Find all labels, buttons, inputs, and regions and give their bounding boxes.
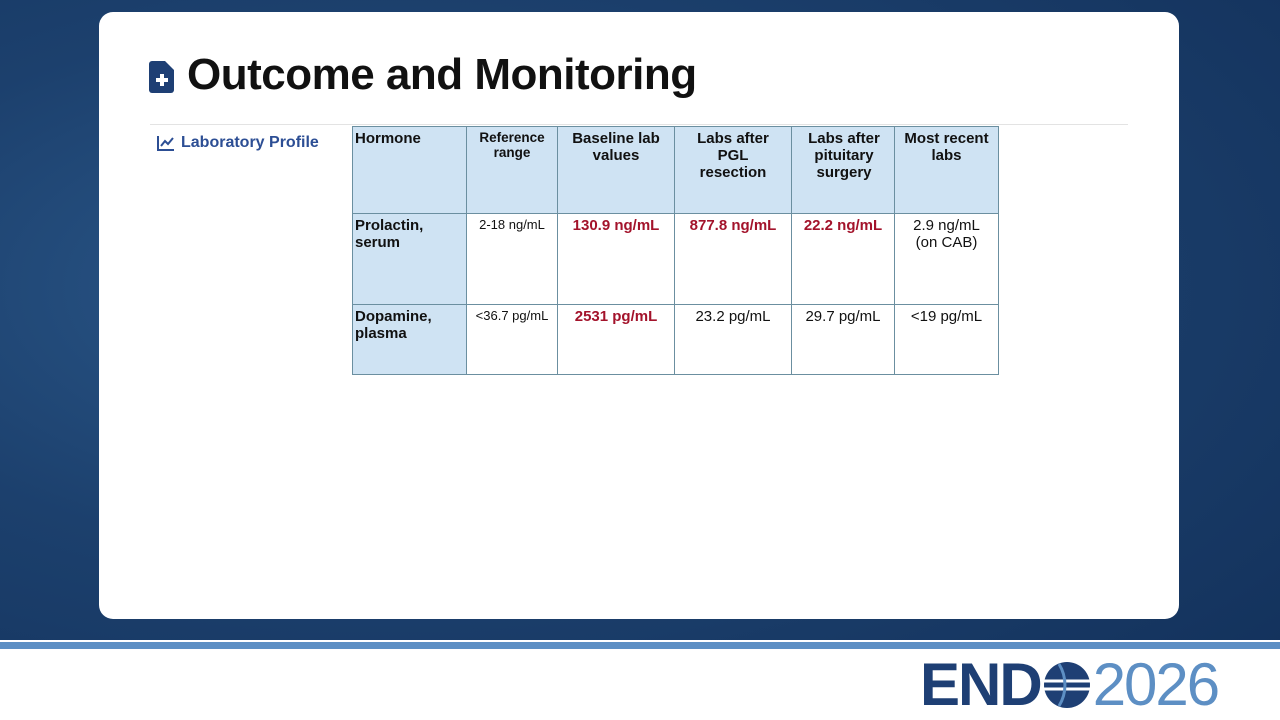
table-row: Prolactin, serum 2-18 ng/mL 130.9 ng/mL …: [352, 213, 999, 305]
cell: 877.8 ng/mL: [674, 213, 792, 305]
lab-table: Hormone Reference range Baseline lab val…: [352, 126, 999, 375]
header-cell: Labs after PGL resection: [674, 126, 792, 214]
cell: <19 pg/mL: [894, 304, 999, 375]
logo-year: 2026: [1092, 651, 1220, 718]
header-cell: Reference range: [466, 126, 558, 214]
divider: [150, 124, 1128, 125]
footer: END 2026: [0, 640, 1280, 720]
cell: 22.2 ng/mL: [791, 213, 895, 305]
footer-stripe: [0, 642, 1280, 649]
section-label-text: Laboratory Profile: [181, 134, 319, 151]
section-label: Laboratory Profile: [157, 134, 319, 152]
slide-title: Outcome and Monitoring: [187, 50, 697, 99]
logo-globe: [1042, 662, 1091, 708]
cell: 2531 pg/mL: [557, 304, 675, 375]
header-cell: Most recent labs: [894, 126, 999, 214]
header-cell: Baseline lab values: [557, 126, 675, 214]
document-icon: [149, 61, 174, 93]
cell: Prolactin, serum: [352, 213, 467, 305]
header-row: Hormone Reference range Baseline lab val…: [352, 126, 999, 214]
cell: 29.7 pg/mL: [791, 304, 895, 375]
header-cell: Labs after pituitary surgery: [791, 126, 895, 214]
cell: Dopamine, plasma: [352, 304, 467, 375]
logo: END 2026: [920, 650, 1220, 720]
cell: 2.9 ng/mL (on CAB): [894, 213, 999, 305]
cell: 23.2 pg/mL: [674, 304, 792, 375]
chart-icon: [157, 136, 174, 151]
logo-text: END: [920, 651, 1043, 718]
slide-card: Outcome and Monitoring Laboratory Profil…: [99, 12, 1179, 619]
header-cell: Hormone: [352, 126, 467, 214]
cell: <36.7 pg/mL: [466, 304, 558, 375]
cell: 130.9 ng/mL: [557, 213, 675, 305]
cell: 2-18 ng/mL: [466, 213, 558, 305]
table-row: Dopamine, plasma <36.7 pg/mL 2531 pg/mL …: [352, 304, 999, 375]
